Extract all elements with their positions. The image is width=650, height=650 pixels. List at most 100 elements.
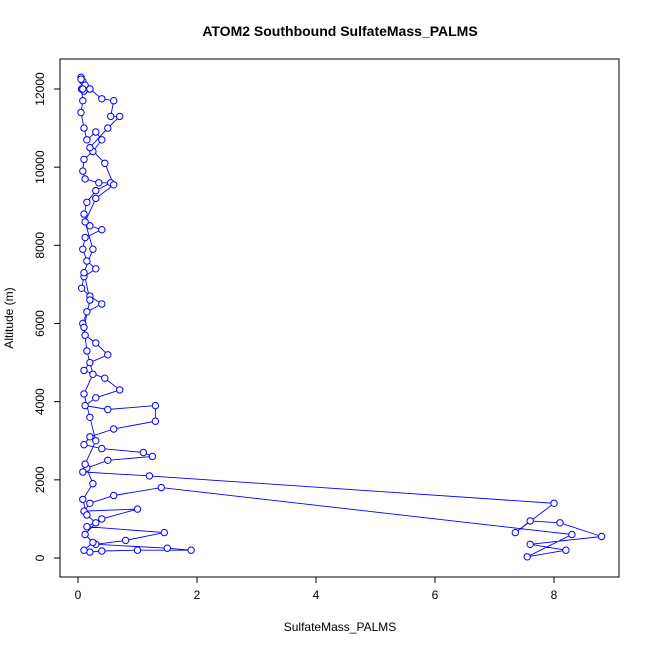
data-point [79, 97, 87, 105]
data-point [151, 401, 160, 410]
data-point [77, 284, 86, 292]
data-point [79, 85, 87, 93]
data-point [568, 530, 576, 539]
data-point [110, 491, 118, 500]
data-point [86, 143, 94, 152]
x-tick-label: 4 [313, 588, 320, 602]
data-point [104, 456, 112, 464]
data-point [80, 441, 88, 449]
data-point [107, 112, 115, 121]
data-point [163, 544, 172, 552]
data-point [92, 394, 100, 402]
data-point [81, 218, 89, 226]
data-point [83, 347, 91, 355]
data-point [86, 433, 94, 441]
data-point [110, 97, 118, 105]
data-point [98, 444, 106, 453]
data-point [80, 390, 88, 398]
data-point [187, 546, 195, 554]
data-point [79, 468, 87, 476]
data-point [89, 480, 97, 488]
data-point [104, 405, 112, 414]
y-axis: 0 2000 4000 6000 8000 10000 12000 [33, 72, 61, 561]
y-tick-label: 10000 [33, 150, 47, 184]
data-point [511, 528, 519, 537]
data-point [526, 540, 534, 548]
data-point [81, 175, 89, 183]
data-point [79, 167, 87, 175]
data-point [80, 210, 88, 218]
plot-frame [59, 58, 620, 578]
data-point [80, 124, 88, 132]
data-point [121, 536, 130, 545]
data-point [157, 483, 166, 492]
data-point [92, 437, 100, 445]
data-point [92, 186, 100, 195]
data-point [98, 226, 106, 234]
data-point [86, 358, 94, 367]
data-point [98, 300, 106, 308]
data-point [77, 75, 85, 83]
data-point [83, 308, 91, 316]
data-point [80, 546, 88, 554]
data-point [80, 269, 88, 277]
data-point [101, 159, 109, 168]
data-point [98, 547, 106, 555]
data-point [80, 323, 88, 332]
data-point [92, 339, 100, 347]
data-point [101, 374, 109, 382]
x-axis: 0 2 4 6 8 [75, 576, 558, 602]
data-point [92, 519, 100, 527]
data-point [562, 546, 570, 554]
data-point [92, 194, 100, 203]
data-point [79, 245, 87, 253]
data-point [116, 112, 124, 121]
data-point [104, 124, 112, 132]
y-tick-label: 12000 [33, 72, 47, 106]
data-point [139, 448, 148, 457]
data-point [92, 128, 100, 136]
data-point [81, 530, 89, 539]
data-point [133, 505, 142, 513]
data-point [86, 222, 94, 230]
data-point [83, 257, 91, 265]
data-point [81, 460, 89, 468]
data-point [92, 265, 100, 273]
data-point [556, 519, 564, 527]
data-point [98, 95, 106, 103]
data-point [81, 401, 89, 410]
y-tick-label: 0 [33, 554, 47, 561]
data-point [77, 108, 85, 117]
data-point [86, 296, 94, 304]
data-point [597, 532, 606, 541]
data-point [526, 517, 534, 525]
data-point [89, 370, 97, 378]
data-point [116, 386, 124, 394]
data-point [86, 85, 94, 93]
y-tick-label: 2000 [33, 466, 47, 493]
data-point [79, 495, 87, 504]
data-point [133, 546, 142, 554]
y-tick-label: 6000 [33, 310, 47, 337]
y-tick-label: 8000 [33, 232, 47, 259]
data-point [83, 511, 91, 519]
data-point [151, 417, 160, 425]
data-point [104, 351, 112, 359]
series-layer [77, 73, 606, 561]
data-point [83, 136, 91, 144]
data-point [523, 553, 531, 561]
data-point [86, 413, 94, 421]
data-point [80, 366, 88, 375]
data-point [95, 179, 103, 187]
data-point [160, 528, 169, 537]
data-point [83, 523, 91, 531]
y-axis-label: Altitude (m) [2, 287, 16, 348]
data-point [86, 499, 94, 507]
data-point [81, 233, 89, 242]
data-point [83, 198, 91, 207]
data-point [89, 538, 97, 547]
data-point [98, 515, 106, 523]
data-point [81, 331, 89, 339]
data-point [148, 452, 157, 461]
data-point [80, 155, 88, 164]
